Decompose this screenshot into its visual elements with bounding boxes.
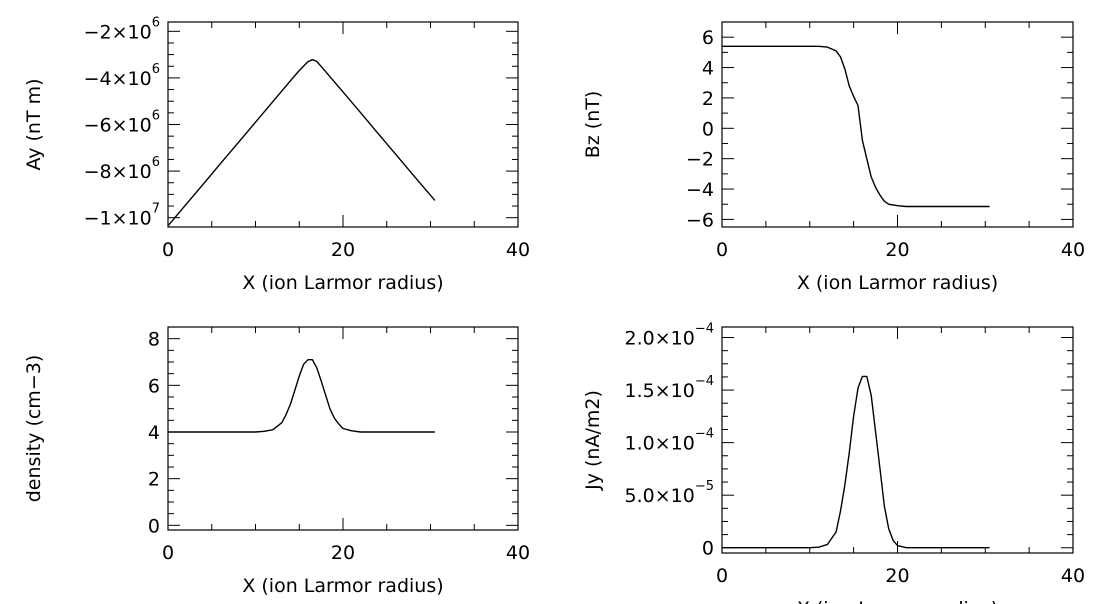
- y-axis-title: Ay (nT m): [23, 78, 45, 170]
- y-tick-label: 1.0×10−4: [625, 427, 715, 455]
- y-tick-label: −1×107: [84, 202, 160, 230]
- x-tick-label: 20: [331, 239, 355, 261]
- x-tick-label: 0: [716, 565, 728, 587]
- x-tick-label: 20: [885, 239, 909, 261]
- y-tick-label: 6: [702, 27, 714, 49]
- y-tick-label: −4×106: [84, 62, 160, 90]
- series-line: [167, 59, 436, 227]
- y-tick-label: −6: [686, 209, 714, 231]
- x-tick-label: 20: [885, 565, 909, 587]
- y-tick-label: 0: [148, 515, 160, 537]
- x-tick-label: 0: [162, 239, 174, 261]
- y-tick-label: −2: [686, 149, 714, 171]
- x-axis-title: X (ion Larmor radius): [797, 598, 998, 604]
- y-tick-label: 2: [148, 469, 160, 491]
- y-tick-label: 2: [702, 88, 714, 110]
- y-tick-label: 5.0×10−5: [625, 479, 715, 507]
- y-tick-label: 8: [148, 329, 160, 351]
- panel-density: 0 20 40 0 2 4 6 8 X (ion Larmor radius) density (…: [23, 326, 530, 597]
- y-axis-title: Jy (nA/m2): [582, 390, 604, 491]
- y-tick-label: 4: [148, 422, 160, 444]
- y-axis-title: Bz (nT): [582, 91, 604, 159]
- y-tick-label: 1.5×10−4: [625, 374, 715, 402]
- x-axis-title: X (ion Larmor radius): [797, 272, 998, 294]
- plot-frame: [721, 21, 1074, 228]
- y-tick-label: −4: [686, 179, 714, 201]
- x-tick-label: 20: [331, 542, 355, 564]
- y-tick-label: 4: [702, 58, 714, 80]
- x-tick-label: 0: [162, 542, 174, 564]
- y-tick-label: −6×106: [84, 109, 160, 137]
- panel-jy: 0 20 40 0 5.0×10−5 1.0×10−4 1.5×10−4 2.0×10−4 X …: [582, 322, 1085, 604]
- x-tick-label: 0: [716, 239, 728, 261]
- y-tick-label: −8×106: [84, 155, 160, 183]
- panel-ay: 0 20 40 −1×107 −8×106 −6×106 −4×106 −2×106 X (io…: [23, 15, 530, 294]
- plot-frame: [167, 21, 519, 228]
- x-axis-title: X (ion Larmor radius): [242, 272, 443, 294]
- y-tick-label: 6: [148, 375, 160, 397]
- plot-frame: [721, 326, 1074, 554]
- series-line: [722, 45, 990, 208]
- panel-bz: 0 20 40 −6 −4 −2 0 2 4 6 X (ion Larmor radius) Bz (…: [582, 21, 1085, 294]
- series-line: [722, 375, 990, 549]
- x-tick-label: 40: [1061, 239, 1085, 261]
- x-tick-label: 40: [506, 542, 530, 564]
- series-line: [168, 359, 435, 433]
- x-tick-label: 40: [1061, 565, 1085, 587]
- y-tick-label: −2×106: [84, 15, 160, 43]
- x-axis-title: X (ion Larmor radius): [242, 575, 443, 597]
- y-tick-label: 0: [702, 538, 714, 560]
- y-axis-title: density (cm−3): [23, 355, 45, 503]
- x-tick-label: 40: [506, 239, 530, 261]
- y-tick-label: 2.0×10−4: [625, 322, 715, 350]
- y-tick-label: 0: [702, 118, 714, 140]
